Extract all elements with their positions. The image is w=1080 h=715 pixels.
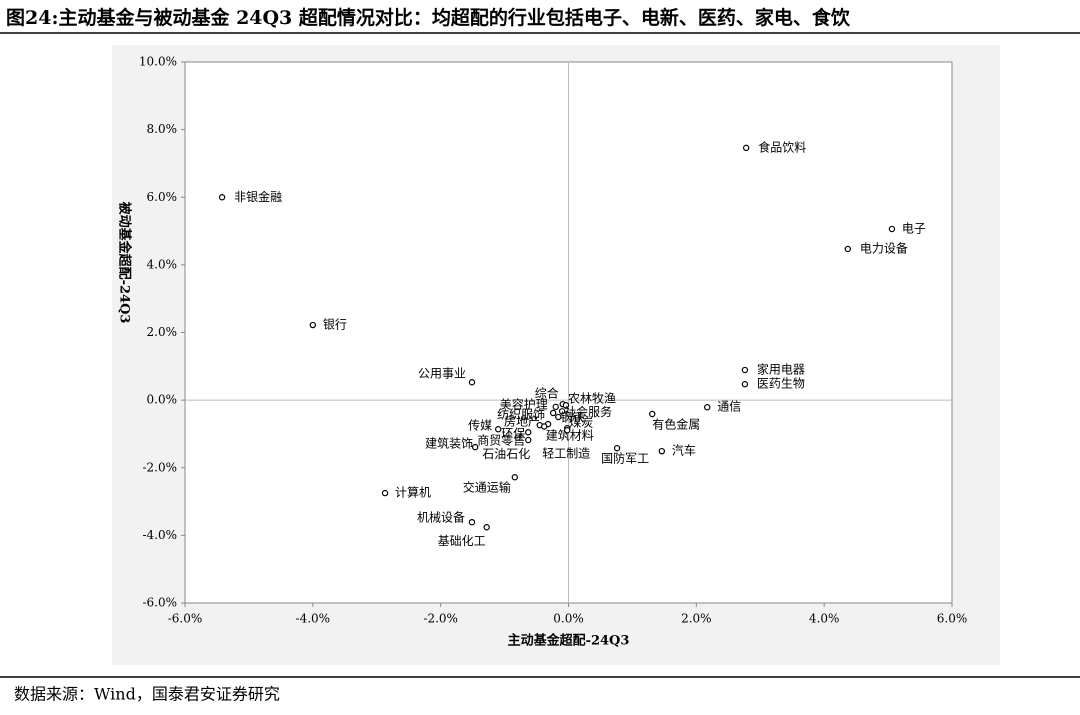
point xyxy=(309,321,317,329)
point xyxy=(525,436,532,444)
point xyxy=(468,379,476,386)
point-label: 美容护理 xyxy=(500,396,548,411)
point xyxy=(844,245,852,253)
y-tick-label: 8.0% xyxy=(147,122,178,136)
point-label: 建筑装饰 xyxy=(425,436,473,451)
point-label: 商贸零售 xyxy=(477,433,525,448)
point xyxy=(613,444,621,452)
point xyxy=(562,401,570,409)
x-tick-label: 0.0% xyxy=(553,612,584,626)
point-label: 医药生物 xyxy=(757,377,805,391)
point xyxy=(525,429,532,436)
y-axis-title: 被动基金超配-24Q3 xyxy=(117,201,133,324)
point xyxy=(658,447,666,455)
y-tick-label: -4.0% xyxy=(142,528,177,542)
point-label: 计算机 xyxy=(395,485,431,500)
point-label: 银行 xyxy=(323,318,347,332)
point xyxy=(552,403,559,411)
point xyxy=(494,426,502,433)
point-label: 农林牧渔 xyxy=(568,392,616,406)
x-tick-label: 4.0% xyxy=(809,612,840,626)
point-label: 石油石化 xyxy=(482,447,530,461)
point-label: 通信 xyxy=(717,400,741,414)
y-tick-label: 4.0% xyxy=(147,257,178,271)
point xyxy=(218,194,226,201)
point-label: 基础化工 xyxy=(438,534,486,548)
y-tick-label: -2.0% xyxy=(142,460,177,474)
point-label: 环保 xyxy=(501,427,525,441)
point xyxy=(564,427,571,434)
point-label: 机械设备 xyxy=(417,510,465,525)
point xyxy=(549,409,557,417)
point-label: 电力设备 xyxy=(860,241,908,255)
chart: -6.0% -4.0% -2.0% 0.0% 2.0% 4.0% 6.0% -6.0% -4.0… xyxy=(117,55,968,649)
x-tick-label: 2.0% xyxy=(681,612,712,626)
x-tick-label: -4.0% xyxy=(296,612,331,626)
point-label: 房地产 xyxy=(504,414,540,429)
point-label: 汽车 xyxy=(672,443,696,458)
point-label: 电子 xyxy=(902,222,926,236)
point xyxy=(741,366,749,374)
y-tick-label: 0.0% xyxy=(147,393,178,407)
point xyxy=(511,474,519,481)
y-tick-label: -6.0% xyxy=(142,596,177,610)
point xyxy=(555,413,562,421)
point-label: 综合 xyxy=(535,386,559,401)
point-label: 非银金融 xyxy=(234,189,282,204)
y-tick-label: 10.0% xyxy=(139,55,177,69)
figure-title: 图24:主动基金与被动基金 24Q3 超配情况对比：均超配的行业包括电子、电新、… xyxy=(6,6,851,29)
point-label: 建筑材料 xyxy=(546,428,594,443)
point-label: 传媒 xyxy=(468,418,492,433)
point-label: 轻工制造 xyxy=(542,447,590,461)
point-label: 有色金属 xyxy=(652,416,700,431)
point-label: 国防军工 xyxy=(601,451,649,466)
point-label: 钢铁 xyxy=(560,411,584,425)
y-tick-label: 2.0% xyxy=(147,325,178,339)
point-label: 家用电器 xyxy=(757,362,805,377)
x-tick-label: 6.0% xyxy=(937,612,968,626)
point xyxy=(558,408,566,415)
point xyxy=(649,410,656,418)
x-tick-label: -6.0% xyxy=(168,612,203,626)
point-label: 食品饮料 xyxy=(758,139,806,154)
x-tick-label: -2.0% xyxy=(423,612,458,626)
point xyxy=(468,518,476,526)
x-axis-title: 主动基金超配-24Q3 xyxy=(508,633,630,649)
point xyxy=(541,423,548,430)
point-label: 纺织服饰 xyxy=(497,407,545,421)
point xyxy=(888,225,896,233)
point xyxy=(741,381,749,388)
point xyxy=(471,443,479,451)
point-label: 煤炭 xyxy=(569,416,593,430)
point-label: 交通运输 xyxy=(463,480,511,495)
source: 数据来源：Wind，国泰君安证券研究 xyxy=(14,685,280,704)
point xyxy=(483,524,490,531)
point xyxy=(742,144,750,152)
point xyxy=(381,489,389,497)
point xyxy=(703,404,711,411)
point-label: 社会服务 xyxy=(564,404,612,419)
y-tick-label: 6.0% xyxy=(147,190,178,204)
point-label: 公用事业 xyxy=(418,367,466,381)
